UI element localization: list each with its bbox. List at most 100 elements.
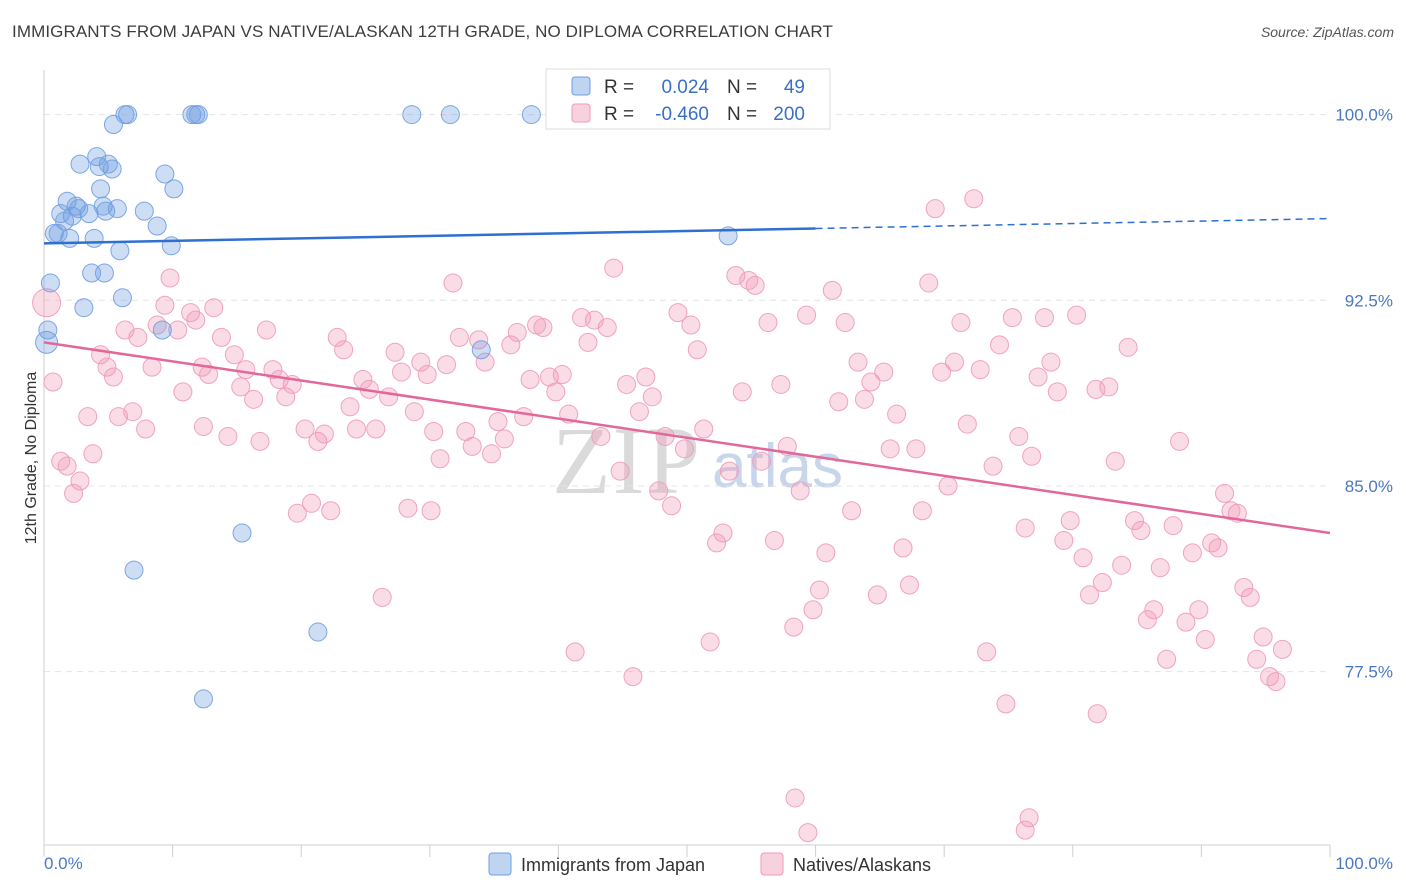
- natives-point-186: [1234, 577, 1254, 597]
- natives-point-158: [1054, 530, 1074, 550]
- japan-point-7: [57, 191, 77, 211]
- japan-point-37: [164, 179, 184, 199]
- natives-point-18: [155, 295, 175, 315]
- natives-point-41: [301, 493, 321, 513]
- japan-point-42: [232, 523, 252, 543]
- natives-point-101: [687, 340, 707, 360]
- natives-point-196: [1087, 704, 1107, 724]
- natives-point-119: [803, 600, 823, 620]
- natives-point-126: [848, 352, 868, 372]
- legend-n-label-1: N =: [727, 77, 757, 98]
- natives-point-100: [681, 315, 701, 335]
- natives-point-116: [784, 617, 804, 637]
- natives-point-7: [83, 444, 103, 464]
- natives-point-183: [1215, 483, 1235, 503]
- natives-point-21: [173, 382, 193, 402]
- natives-point-137: [919, 273, 939, 293]
- natives-point-123: [829, 392, 849, 412]
- natives-point-110: [745, 275, 765, 295]
- japan-point-31: [124, 560, 144, 580]
- japan-point-28: [112, 288, 132, 308]
- natives-point-125: [842, 501, 862, 521]
- japan-point-30: [118, 105, 138, 125]
- natives-point-47: [340, 397, 360, 417]
- japan-point-1: [38, 320, 58, 340]
- natives-point-3: [57, 456, 77, 476]
- natives-point-48: [346, 419, 366, 439]
- natives-point-175: [1163, 516, 1183, 536]
- japan-point-11: [69, 199, 89, 219]
- natives-point-0: [32, 288, 62, 318]
- natives-point-5: [70, 471, 90, 491]
- natives-point-63: [443, 273, 463, 293]
- natives-point-171: [1137, 610, 1157, 630]
- series-legend-swatch-japan: [488, 852, 512, 876]
- natives-point-90: [617, 374, 637, 394]
- natives-point-146: [977, 642, 997, 662]
- natives-point-92: [629, 402, 649, 422]
- natives-point-46: [334, 340, 354, 360]
- japan-point-41: [193, 689, 213, 709]
- natives-point-2: [51, 451, 71, 471]
- natives-point-93: [636, 367, 656, 387]
- natives-point-136: [912, 501, 932, 521]
- natives-point-162: [1080, 585, 1100, 605]
- japan-point-26: [107, 199, 127, 219]
- natives-point-4: [64, 483, 84, 503]
- natives-point-91: [623, 667, 643, 687]
- natives-point-55: [392, 362, 412, 382]
- natives-point-181: [1202, 533, 1222, 553]
- natives-point-154: [1028, 367, 1048, 387]
- natives-point-35: [263, 360, 283, 380]
- japan-point-40: [188, 105, 208, 125]
- japan-point-27: [110, 241, 130, 261]
- japan-point-22: [96, 201, 116, 221]
- natives-point-97: [662, 496, 682, 516]
- natives-point-147: [983, 456, 1003, 476]
- japan-trendline: [43, 227, 816, 245]
- natives-point-9: [97, 357, 117, 377]
- japan-point-24: [102, 159, 122, 179]
- natives-point-58: [411, 352, 431, 372]
- natives-point-11: [109, 407, 129, 427]
- natives-point-180: [1195, 629, 1215, 649]
- natives-point-114: [771, 374, 791, 394]
- japan-trendline-projection: [815, 217, 1331, 230]
- natives-point-168: [1118, 337, 1138, 357]
- japan-point-12: [70, 154, 90, 174]
- legend-n-label-2: N =: [727, 104, 757, 125]
- natives-point-120: [809, 580, 829, 600]
- japan-point-16: [84, 228, 104, 248]
- natives-point-132: [887, 404, 907, 424]
- natives-alaskans-points: [32, 189, 1292, 843]
- legend-r-value-2: -0.460: [655, 104, 709, 125]
- japan-point-36: [161, 236, 181, 256]
- natives-point-141: [944, 352, 964, 372]
- natives-point-79: [546, 382, 566, 402]
- natives-point-87: [597, 318, 617, 338]
- japan-point-44: [402, 105, 422, 125]
- natives-point-10: [103, 367, 123, 387]
- natives-point-117: [790, 481, 810, 501]
- natives-point-45: [327, 327, 347, 347]
- japan-point-34: [152, 320, 172, 340]
- natives-point-95: [649, 481, 669, 501]
- japan-point-2: [40, 273, 60, 293]
- natives-point-66: [462, 436, 482, 456]
- x-axis-ticks: [43, 845, 1331, 857]
- natives-point-20: [168, 320, 188, 340]
- natives-point-112: [758, 313, 778, 333]
- natives-point-124: [835, 313, 855, 333]
- series-legend: Immigrants from Japan Natives/Alaskans: [488, 852, 931, 876]
- natives-point-19: [160, 268, 180, 288]
- natives-point-107: [726, 266, 746, 286]
- natives-point-103: [700, 632, 720, 652]
- japan-point-21: [94, 263, 114, 283]
- natives-point-33: [250, 431, 270, 451]
- y-axis-title: 12th Grade, No Diploma: [23, 372, 40, 545]
- natives-point-145: [970, 360, 990, 380]
- natives-point-172: [1144, 600, 1164, 620]
- japan-point-32: [134, 201, 154, 221]
- legend-r-label-2: R =: [604, 104, 634, 125]
- natives-point-86: [591, 426, 611, 446]
